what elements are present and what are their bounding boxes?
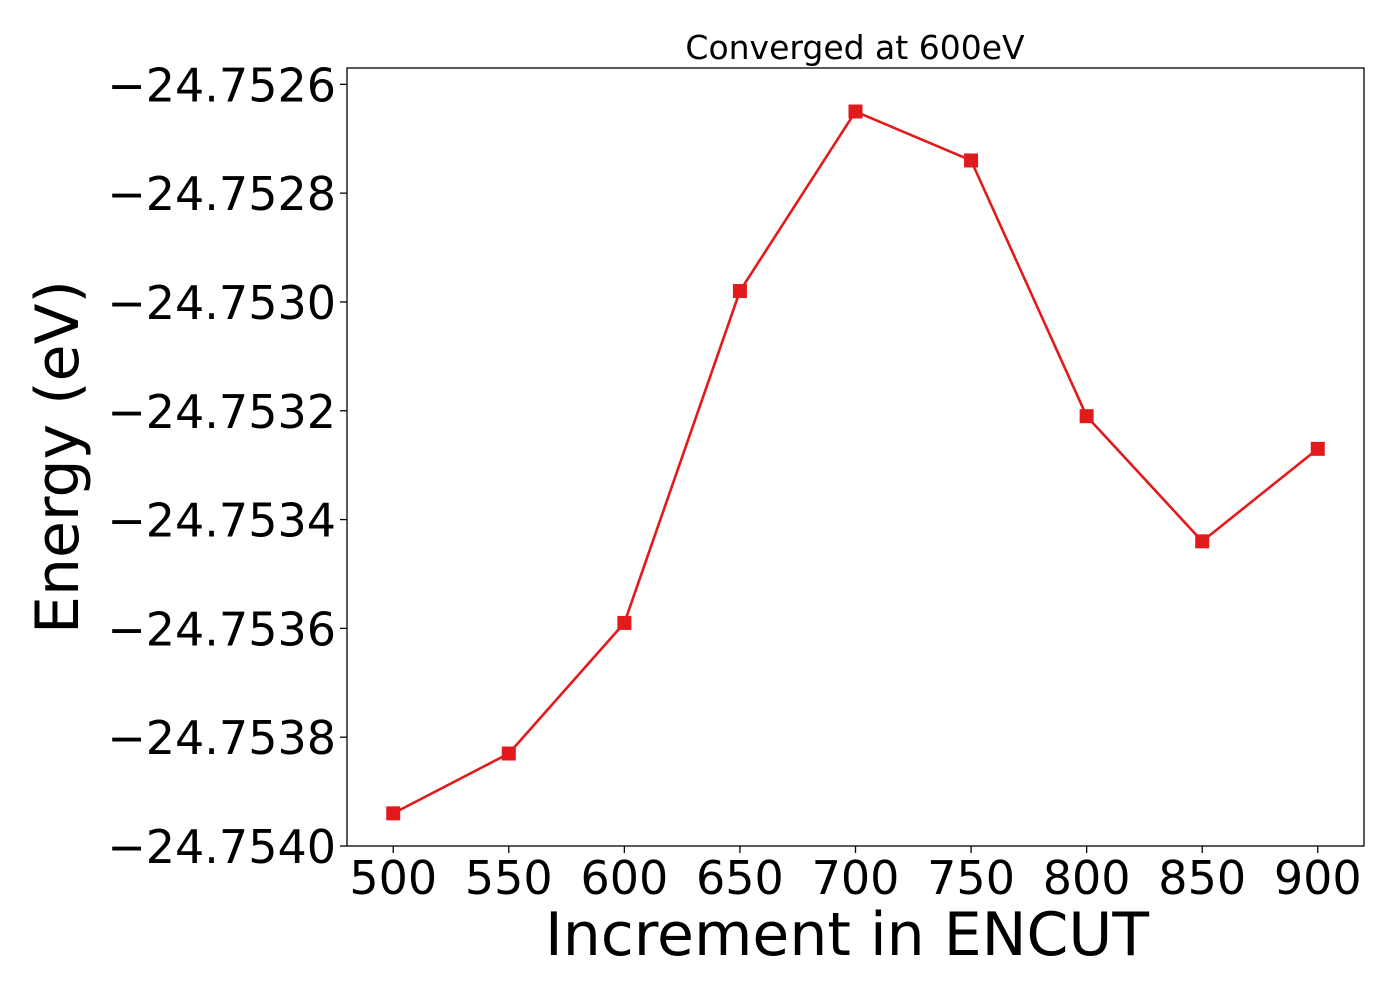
y-tick-label: −24.7530 — [107, 276, 336, 330]
x-tick-label: 750 — [927, 851, 1015, 905]
y-tick-label: −24.7534 — [107, 494, 336, 548]
x-tick-label: 550 — [465, 851, 553, 905]
data-point-marker — [617, 615, 632, 630]
y-axis: −24.7540 −24.7538 −24.7536 −24.7534 −24.7532… — [107, 58, 347, 874]
y-tick-label: −24.7538 — [107, 711, 336, 765]
x-tick-label: 700 — [812, 851, 900, 905]
x-tick-label: 650 — [696, 851, 784, 905]
y-tick-label: −24.7536 — [107, 602, 336, 656]
y-tick-label: −24.7528 — [107, 167, 336, 221]
x-tick-label: 900 — [1274, 851, 1362, 905]
data-point-marker — [1079, 409, 1094, 424]
data-point-marker — [1310, 441, 1325, 456]
data-point-marker — [501, 746, 516, 761]
data-point-marker — [386, 806, 401, 821]
chart-title: Converged at 600eV — [685, 28, 1025, 67]
x-tick-label: 800 — [1043, 851, 1131, 905]
x-tick-label: 850 — [1158, 851, 1246, 905]
x-axis-label: Increment in ENCUT — [545, 900, 1149, 970]
data-point-marker — [1195, 534, 1210, 549]
data-point-marker — [964, 153, 979, 168]
data-point-marker — [732, 284, 747, 299]
x-axis: 500 550 600 650 700 750 800 850 900 — [349, 846, 1362, 905]
x-tick-label: 600 — [580, 851, 668, 905]
y-axis-label: Energy (eV) — [23, 280, 93, 634]
y-tick-label: −24.7526 — [107, 58, 336, 112]
y-tick-label: −24.7540 — [107, 820, 336, 874]
plot-area — [346, 67, 1365, 847]
y-tick-label: −24.7532 — [107, 385, 336, 439]
x-tick-label: 500 — [349, 851, 437, 905]
data-point-marker — [848, 104, 863, 119]
series-layer — [386, 104, 1325, 821]
